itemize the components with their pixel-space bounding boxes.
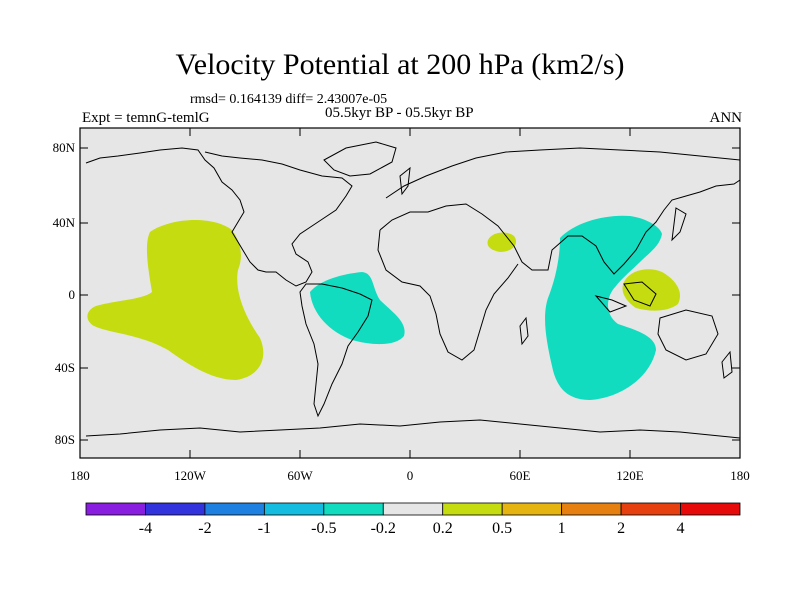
colorbar-label: 1 xyxy=(557,520,566,537)
lon-label: 60W xyxy=(287,468,313,483)
period-label: 05.5kyr BP - 05.5kyr BP xyxy=(325,105,474,121)
colorbar-label: -0.2 xyxy=(370,520,396,537)
lat-label: 80S xyxy=(54,432,75,447)
season-label: ANN xyxy=(709,110,743,126)
arabia-positive-anomaly xyxy=(487,232,517,252)
colorbar-swatch xyxy=(263,502,325,516)
lon-label: 120W xyxy=(174,468,206,483)
colorbar-label: -4 xyxy=(138,520,153,537)
lat-label: 40N xyxy=(52,215,75,230)
colorbar-swatch xyxy=(620,502,681,516)
lat-label: 0 xyxy=(68,287,76,302)
lon-label: 60E xyxy=(509,468,531,483)
colorbar-swatch xyxy=(204,502,265,516)
lat-ticks xyxy=(80,147,740,441)
lon-label: 180 xyxy=(70,468,90,483)
colorbar-swatch xyxy=(680,502,741,516)
colorbar-label: 0.2 xyxy=(432,520,453,537)
plot-title: Velocity Potential at 200 hPa (km2/s) xyxy=(175,48,625,81)
pacific-positive-anomaly xyxy=(87,220,264,380)
atlantic-negative-anomaly xyxy=(310,272,405,345)
colorbar-label: -1 xyxy=(257,520,272,537)
colorbar-label: 2 xyxy=(617,520,626,537)
lon-label: 180 xyxy=(730,468,750,483)
colorbar-swatch xyxy=(145,502,206,516)
colorbar-label: -0.5 xyxy=(311,520,337,537)
lon-label: 120E xyxy=(616,468,644,483)
colorbar-swatch xyxy=(501,502,563,516)
coastlines xyxy=(85,141,740,439)
colorbar xyxy=(85,502,741,516)
indian-ocean-negative-anomaly xyxy=(545,215,662,400)
lat-label: 40S xyxy=(54,360,75,375)
lon-label: 0 xyxy=(406,468,414,483)
colorbar-swatch xyxy=(561,502,622,516)
colorbar-swatch xyxy=(382,502,444,516)
lat-label: 80N xyxy=(52,140,75,155)
colorbar-swatch xyxy=(85,502,146,516)
colorbar-swatch xyxy=(323,502,384,516)
experiment-label: Expt = temnG-temlG xyxy=(82,110,210,126)
colorbar-label: 0.5 xyxy=(492,520,513,537)
stats-line: rmsd= 0.164139 diff= 2.43007e-05 xyxy=(190,92,388,107)
colorbar-label: -2 xyxy=(198,520,212,537)
colorbar-swatch xyxy=(442,502,503,516)
colorbar-label: 4 xyxy=(676,520,685,537)
lon-ticks xyxy=(189,128,631,458)
